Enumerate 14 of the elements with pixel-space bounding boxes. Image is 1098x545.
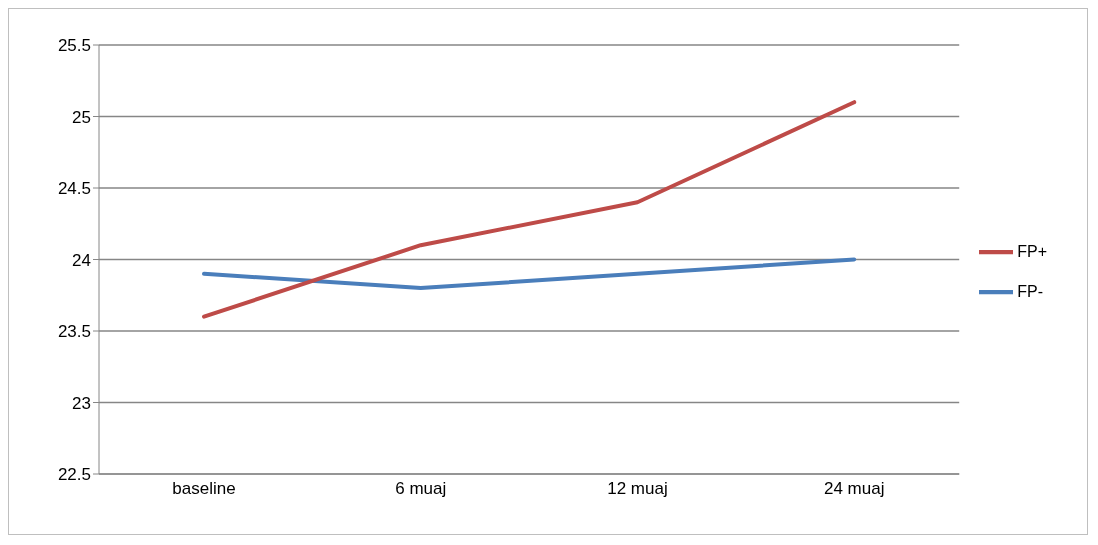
y-tick-label: 24.5 — [57, 179, 91, 199]
y-tick-label: 22.5 — [57, 465, 91, 485]
x-tick-label: 12 muaj — [607, 479, 668, 499]
y-tick-label: 25.5 — [57, 36, 91, 56]
legend-label: FP+ — [1017, 242, 1047, 260]
y-tick-label: 23.5 — [57, 322, 91, 342]
line-series — [202, 100, 857, 319]
y-tick-label: 25 — [72, 107, 91, 127]
x-tick-label: baseline — [172, 479, 236, 499]
y-tick-label: 23 — [72, 393, 91, 413]
legend-label: FP- — [1017, 282, 1043, 300]
x-tick-label: 6 muaj — [395, 479, 447, 499]
y-tick-label: 24 — [72, 250, 91, 270]
x-tick-label: 24 muaj — [823, 479, 885, 499]
